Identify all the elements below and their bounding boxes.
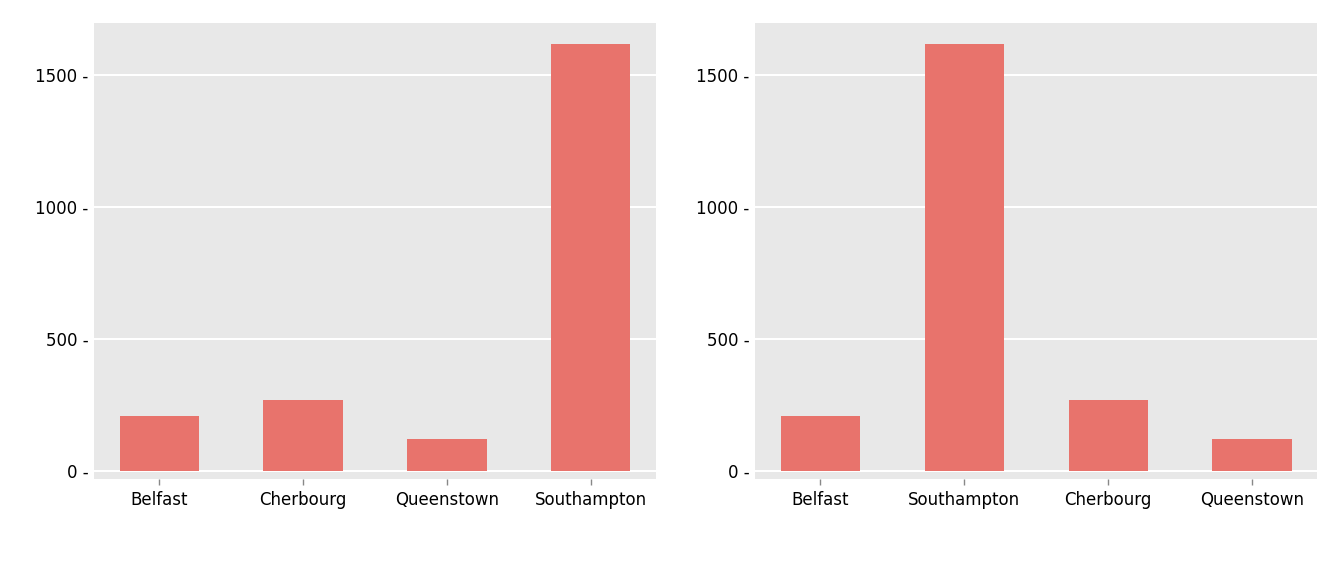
Bar [120, 416, 199, 472]
Bar [551, 43, 630, 472]
Bar [407, 439, 487, 472]
Bar [263, 400, 343, 472]
Bar [1212, 439, 1292, 472]
Bar [1068, 400, 1148, 472]
Bar [781, 416, 860, 472]
Bar [925, 43, 1004, 472]
